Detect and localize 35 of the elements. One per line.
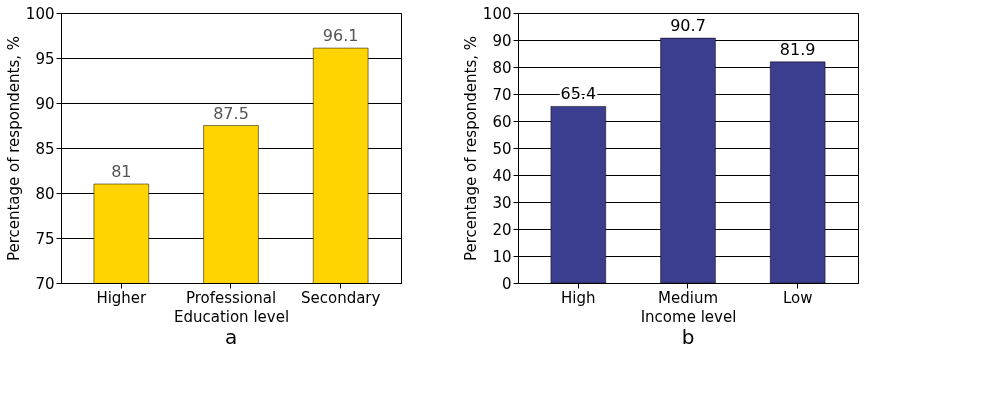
y-tick-label: 80 bbox=[492, 58, 512, 77]
x-tick-label: Medium bbox=[658, 288, 718, 307]
y-tick-label: 40 bbox=[492, 166, 512, 185]
x-tick-label: Higher bbox=[96, 288, 148, 307]
y-tick-label: 30 bbox=[492, 193, 512, 212]
y-tick-label: 100 bbox=[25, 4, 55, 23]
x-tick-label: Low bbox=[782, 288, 813, 307]
y-tick-label: 80 bbox=[35, 184, 55, 203]
y-tick-label: 10 bbox=[492, 247, 512, 266]
x-tick-label: Professional bbox=[185, 288, 277, 307]
text: b bbox=[681, 325, 695, 349]
y-tick-label: 75 bbox=[35, 229, 55, 248]
x-axis-title: Income level bbox=[640, 307, 737, 326]
data-label: 90.7 bbox=[670, 16, 706, 36]
y-tick-label: 85 bbox=[35, 139, 55, 158]
y-tick-label: 90 bbox=[492, 31, 512, 50]
data-label: 96.1 bbox=[322, 26, 359, 46]
y-tick-label: 0 bbox=[501, 274, 512, 293]
y-tick-label: 100 bbox=[482, 4, 512, 23]
data-label: 81.9 bbox=[779, 39, 816, 59]
y-tick-label: 70 bbox=[35, 274, 55, 293]
x-axis-title: Education level bbox=[173, 307, 290, 326]
y-tick-label: 50 bbox=[492, 139, 512, 158]
text: a bbox=[224, 325, 238, 349]
y-tick-label: 60 bbox=[492, 112, 512, 131]
y-tick-label: 70 bbox=[492, 85, 512, 104]
x-tick-label: High bbox=[561, 288, 596, 307]
data-label: 87.5 bbox=[213, 103, 249, 123]
data-label: 81 bbox=[111, 162, 132, 181]
y-axis-title: Percentage of respondents, % bbox=[461, 35, 480, 262]
y-tick-label: 20 bbox=[492, 220, 512, 239]
x-tick-label: Secondary bbox=[300, 288, 381, 307]
y-tick-label: 90 bbox=[35, 94, 55, 113]
y-tick-label: 95 bbox=[35, 49, 55, 68]
y-axis-title: Percentage of respondents, % bbox=[4, 35, 23, 262]
